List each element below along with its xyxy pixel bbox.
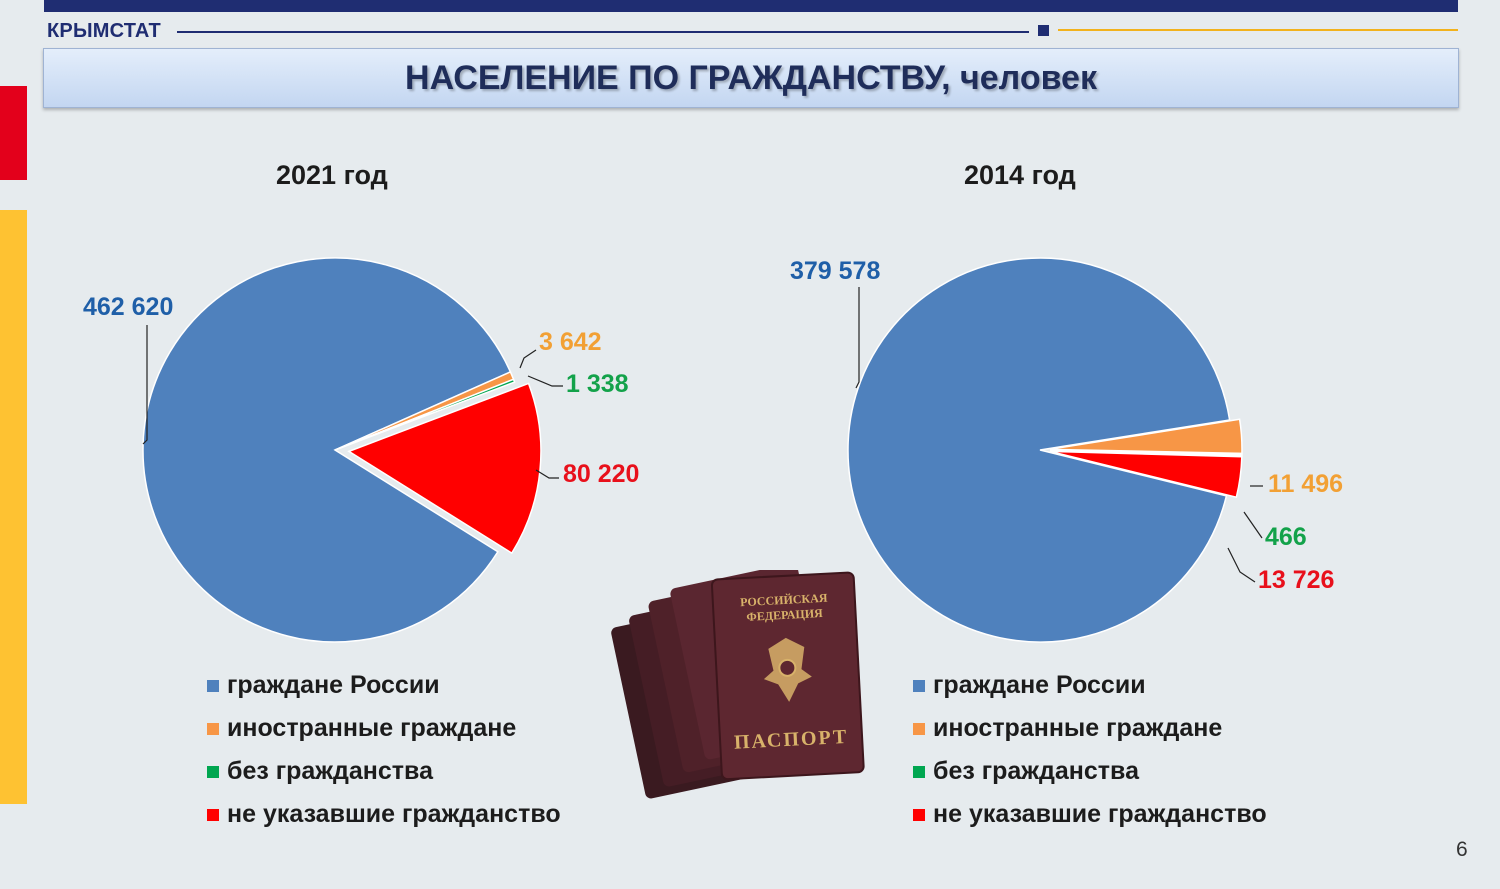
- legend-swatch: [207, 722, 219, 735]
- legend-swatch: [913, 808, 925, 821]
- data-label-foreign: 11 496: [1268, 470, 1343, 498]
- legend-2014: граждане России иностранные граждане без…: [913, 664, 1267, 836]
- legend-item: граждане России: [913, 664, 1267, 707]
- side-accent-yellow: [0, 210, 27, 804]
- header-rule-blue: [177, 31, 1029, 33]
- top-bar: [44, 0, 1458, 12]
- legend-label: без гражданства: [227, 757, 433, 785]
- legend-2021: граждане России иностранные граждане без…: [207, 664, 561, 836]
- pie-slice-stateless: [334, 378, 516, 451]
- side-accent-red: [0, 86, 27, 180]
- leader-line-foreign: [519, 349, 537, 369]
- data-label-russia: 462 620: [83, 293, 173, 321]
- legend-label: не указавшие гражданство: [933, 800, 1267, 828]
- coat-of-arms-icon: [763, 637, 812, 702]
- data-label-stateless: 1 338: [566, 370, 629, 398]
- page-title-box: НАСЕЛЕНИЕ ПО ГРАЖДАНСТВУ, человек: [43, 48, 1459, 108]
- legend-label: иностранные граждане: [227, 714, 517, 742]
- header-rule-gold: [1058, 29, 1458, 31]
- legend-item: иностранные граждане: [913, 707, 1267, 750]
- passport-cover-text-2: ФЕДЕРАЦИЯ: [746, 606, 823, 624]
- legend-swatch: [913, 722, 925, 735]
- passport-image: РОССИЙСКАЯ ФЕДЕРАЦИЯ ПАСПОРТ: [611, 570, 865, 799]
- brand-label: КРЫМСТАТ: [47, 20, 161, 42]
- pie-slice-foreign: [1049, 418, 1243, 455]
- legend-swatch: [207, 765, 219, 778]
- page-title: НАСЕЛЕНИЕ ПО ГРАЖДАНСТВУ, человек: [405, 58, 1097, 97]
- legend-item: иностранные граждане: [207, 707, 561, 750]
- legend-label: граждане России: [933, 671, 1146, 699]
- legend-label: без гражданства: [933, 757, 1139, 785]
- passport-cover-text-1: РОССИЙСКАЯ: [740, 591, 828, 610]
- legend-swatch: [913, 765, 925, 778]
- legend-label: не указавшие гражданство: [227, 800, 561, 828]
- pie-1: [847, 257, 1243, 643]
- data-label-unspecified: 13 726: [1258, 566, 1334, 594]
- page-number: 6: [1456, 838, 1468, 861]
- chart-2021-title: 2021 год: [276, 160, 388, 190]
- leader-line-unspecified: [1227, 547, 1256, 583]
- data-label-russia: 379 578: [790, 257, 880, 285]
- legend-swatch: [913, 679, 925, 692]
- legend-item: без гражданства: [913, 750, 1267, 793]
- legend-item: не указавшие гражданство: [913, 793, 1267, 836]
- leader-line-russia: [142, 325, 148, 445]
- legend-label: граждане России: [227, 671, 440, 699]
- pie-slice-russia: [142, 257, 512, 643]
- leader-line-unspecified: [535, 469, 559, 479]
- data-label-unspecified: 80 220: [563, 460, 639, 488]
- header-rule-square: [1038, 25, 1049, 36]
- data-label-stateless: 466: [1265, 523, 1307, 551]
- leader-line-stateless: [1243, 511, 1263, 539]
- leader-line-stateless: [527, 375, 563, 387]
- chart-2014-title: 2014 год: [964, 160, 1076, 190]
- pie-slice-stateless: [1049, 449, 1243, 457]
- pie-0: [142, 257, 542, 643]
- legend-swatch: [207, 679, 219, 692]
- legend-item: граждане России: [207, 664, 561, 707]
- legend-swatch: [207, 808, 219, 821]
- data-label-foreign: 3 642: [539, 328, 602, 356]
- leader-line-russia: [855, 287, 860, 389]
- pie-slice-russia: [847, 257, 1231, 643]
- pie-slice-unspecified: [347, 382, 542, 555]
- legend-label: иностранные граждане: [933, 714, 1223, 742]
- legend-item: без гражданства: [207, 750, 561, 793]
- pie-slice-unspecified: [1049, 450, 1243, 499]
- legend-item: не указавшие гражданство: [207, 793, 561, 836]
